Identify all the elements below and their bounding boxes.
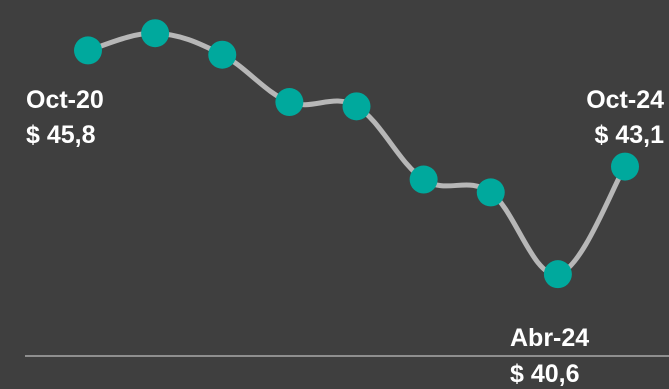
value-label-1: $ 45,8 bbox=[26, 121, 96, 149]
data-point-1 bbox=[74, 36, 102, 65]
date-label-1: Oct-20 bbox=[26, 86, 104, 114]
data-point-8 bbox=[543, 260, 572, 289]
data-point-3 bbox=[208, 40, 237, 69]
data-point-5 bbox=[342, 92, 371, 121]
plot-layer bbox=[25, 19, 669, 357]
value-label-2: $ 40,6 bbox=[510, 360, 580, 388]
date-label-3: Oct-24 bbox=[586, 86, 664, 114]
data-point-4 bbox=[275, 88, 304, 117]
data-point-7 bbox=[476, 178, 505, 207]
data-point-6 bbox=[409, 165, 438, 194]
label-layer: Oct-20 $ 45,8 Abr-24 $ 40,6 Oct-24 $ 43,1 bbox=[26, 86, 664, 388]
value-label-3: $ 43,1 bbox=[594, 121, 664, 149]
data-point-2 bbox=[141, 19, 170, 48]
date-label-2: Abr-24 bbox=[510, 324, 589, 352]
data-point-9 bbox=[611, 152, 639, 181]
